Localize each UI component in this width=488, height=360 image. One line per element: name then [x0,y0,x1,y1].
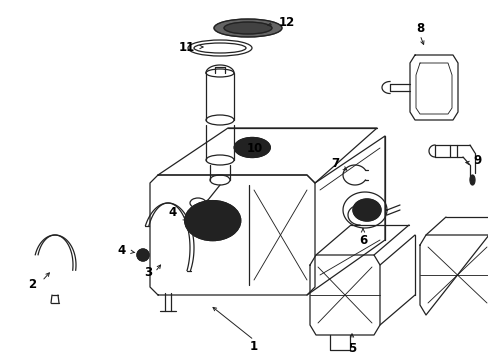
Text: 3: 3 [143,266,152,279]
Text: 10: 10 [246,141,263,154]
Text: 12: 12 [278,15,295,28]
Ellipse shape [214,19,282,37]
Ellipse shape [469,175,474,185]
Text: 4: 4 [168,206,177,219]
Text: 1: 1 [249,341,258,354]
Text: 4: 4 [118,243,126,257]
Text: 7: 7 [330,157,338,170]
Text: 11: 11 [179,41,195,54]
Ellipse shape [184,201,240,240]
Ellipse shape [234,138,270,158]
Text: 5: 5 [347,342,355,355]
Text: 2: 2 [28,279,36,292]
Text: 9: 9 [473,153,481,166]
Ellipse shape [224,22,271,34]
Text: 6: 6 [358,234,366,247]
Ellipse shape [186,217,203,233]
Text: 8: 8 [415,22,423,35]
Ellipse shape [352,199,380,221]
Ellipse shape [137,249,149,261]
